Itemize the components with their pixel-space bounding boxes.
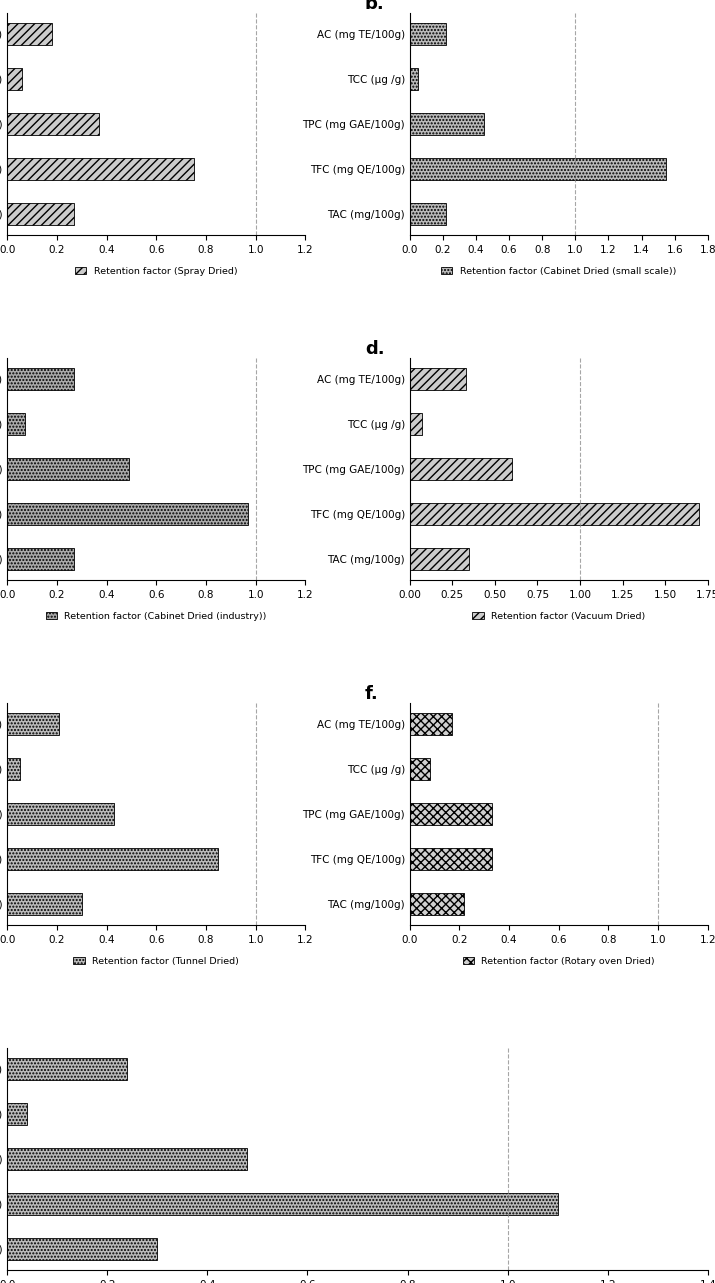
Bar	[410, 413, 422, 435]
Bar	[7, 1102, 27, 1125]
Bar	[7, 758, 19, 780]
Legend: Retention factor (Spray Dried): Retention factor (Spray Dried)	[72, 263, 241, 280]
Bar	[410, 893, 464, 915]
Bar	[7, 203, 74, 226]
Bar	[7, 713, 59, 735]
Bar	[7, 158, 194, 181]
Bar	[7, 1238, 157, 1260]
Bar	[410, 203, 446, 226]
Bar	[410, 23, 446, 45]
Legend: Retention factor (Vacuum Dried): Retention factor (Vacuum Dried)	[468, 608, 649, 625]
Bar	[410, 803, 492, 825]
Bar	[7, 848, 218, 870]
Bar	[7, 803, 114, 825]
Bar	[7, 23, 52, 45]
Text: f.: f.	[365, 685, 379, 703]
Bar	[410, 503, 699, 525]
Bar	[7, 1148, 247, 1170]
Legend: Retention factor (Rotary oven Dried): Retention factor (Rotary oven Dried)	[459, 953, 659, 970]
Legend: Retention factor (Cabinet Dried (industry)): Retention factor (Cabinet Dried (industr…	[41, 608, 271, 625]
Text: d.: d.	[365, 340, 385, 358]
Bar	[410, 713, 452, 735]
Bar	[7, 548, 74, 570]
Bar	[7, 1193, 558, 1215]
Bar	[410, 848, 492, 870]
Bar	[7, 1057, 127, 1080]
Bar	[410, 113, 484, 135]
Bar	[7, 458, 129, 480]
Bar	[7, 893, 82, 915]
Legend: Retention factor (Tunnel Dried): Retention factor (Tunnel Dried)	[69, 953, 243, 970]
Bar	[7, 413, 24, 435]
Bar	[410, 458, 512, 480]
Bar	[410, 548, 469, 570]
Bar	[7, 368, 74, 390]
Bar	[410, 758, 430, 780]
Legend: Retention factor (Cabinet Dried (small scale)): Retention factor (Cabinet Dried (small s…	[438, 263, 680, 280]
Bar	[7, 68, 22, 90]
Bar	[7, 113, 99, 135]
Bar	[410, 158, 666, 181]
Text: b.: b.	[365, 0, 385, 13]
Bar	[410, 68, 418, 90]
Bar	[7, 503, 248, 525]
Bar	[410, 368, 466, 390]
